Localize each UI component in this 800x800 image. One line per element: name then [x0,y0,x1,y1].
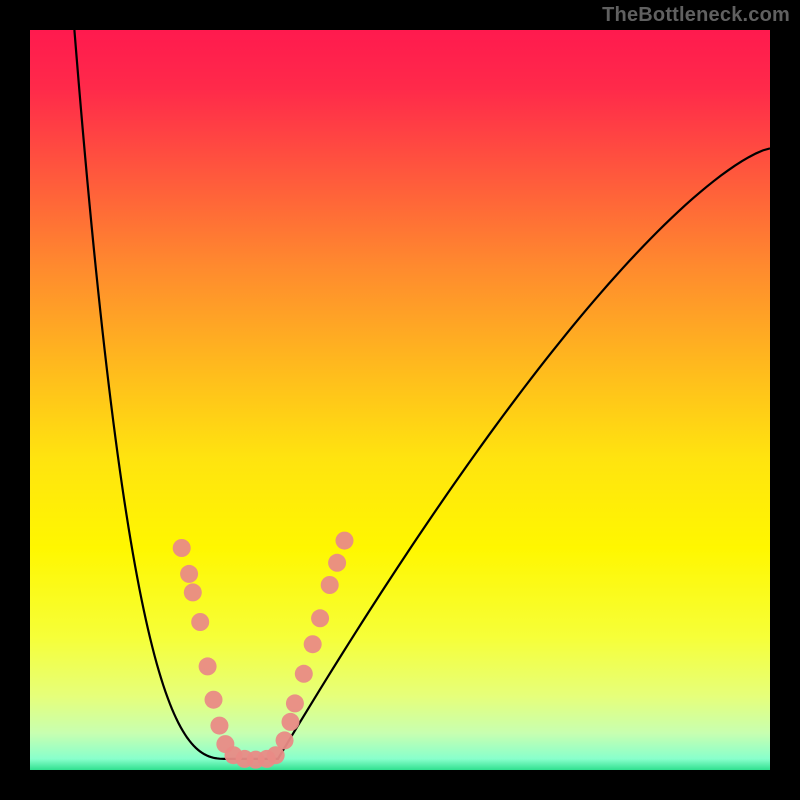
marker-dot [295,665,313,683]
marker-dot [281,713,299,731]
chart-frame: TheBottleneck.com [0,0,800,800]
marker-dot [328,554,346,572]
marker-dot [180,565,198,583]
gradient-background [30,30,770,770]
marker-dot [276,731,294,749]
marker-dot [191,613,209,631]
marker-dot [311,609,329,627]
watermark-text: TheBottleneck.com [602,4,790,27]
marker-dot [173,539,191,557]
marker-dot [205,691,223,709]
marker-dot [304,635,322,653]
marker-dot [321,576,339,594]
bottleneck-plot [30,30,770,770]
marker-dot [199,657,217,675]
marker-dot [286,694,304,712]
marker-dot [184,583,202,601]
marker-dot [336,532,354,550]
marker-dot [210,717,228,735]
